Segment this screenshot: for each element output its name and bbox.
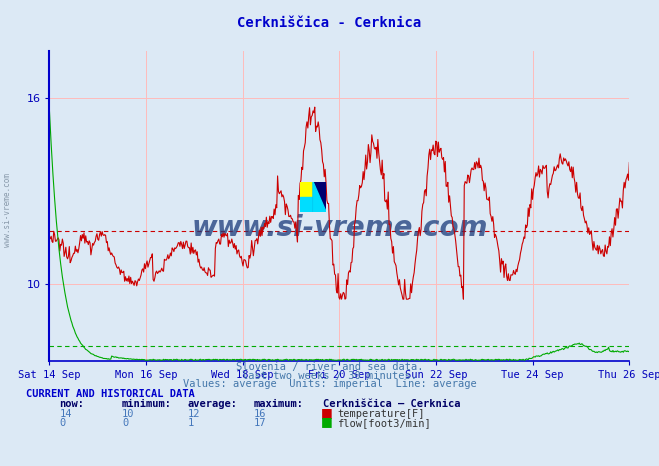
Text: last two weeks / 30 minutes.: last two weeks / 30 minutes.: [242, 371, 417, 381]
Text: www.si-vreme.com: www.si-vreme.com: [3, 173, 13, 247]
Text: 14: 14: [59, 409, 72, 418]
Text: 17: 17: [254, 418, 266, 428]
Polygon shape: [313, 182, 326, 212]
Text: 12: 12: [188, 409, 200, 418]
Text: 0: 0: [59, 418, 65, 428]
Text: Slovenia / river and sea data.: Slovenia / river and sea data.: [236, 363, 423, 372]
Bar: [313, 182, 326, 212]
Text: minimum:: minimum:: [122, 399, 172, 409]
Text: maximum:: maximum:: [254, 399, 304, 409]
Text: ■: ■: [321, 406, 333, 418]
Text: 1: 1: [188, 418, 194, 428]
Text: Values: average  Units: imperial  Line: average: Values: average Units: imperial Line: av…: [183, 379, 476, 389]
Text: Cerkniščica - Cerknica: Cerkniščica - Cerknica: [237, 16, 422, 30]
Text: Cerkniščica – Cerknica: Cerkniščica – Cerknica: [323, 399, 461, 409]
Text: ■: ■: [321, 415, 333, 428]
Text: 16: 16: [254, 409, 266, 418]
Bar: [300, 197, 313, 212]
Text: temperature[F]: temperature[F]: [337, 409, 425, 418]
Text: CURRENT AND HISTORICAL DATA: CURRENT AND HISTORICAL DATA: [26, 389, 195, 399]
Text: average:: average:: [188, 399, 238, 409]
Text: now:: now:: [59, 399, 84, 409]
Text: 0: 0: [122, 418, 128, 428]
Text: www.si-vreme.com: www.si-vreme.com: [191, 214, 488, 242]
Text: 10: 10: [122, 409, 134, 418]
Text: flow[foot3/min]: flow[foot3/min]: [337, 418, 431, 428]
Bar: [300, 182, 313, 197]
